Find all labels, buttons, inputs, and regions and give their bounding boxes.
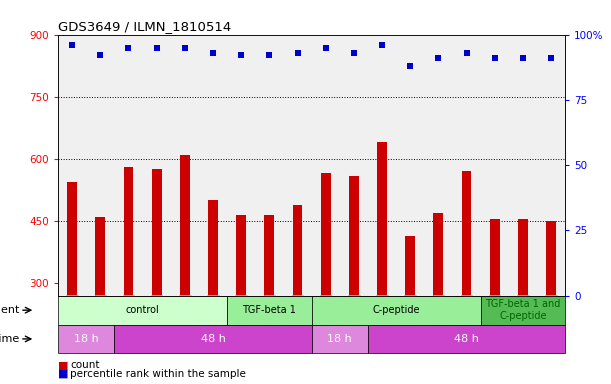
Text: GSM507423: GSM507423 — [406, 296, 415, 346]
Point — [546, 55, 556, 61]
Text: GSM507416: GSM507416 — [208, 296, 218, 346]
Bar — [95, 217, 105, 296]
Point — [462, 50, 472, 56]
Bar — [236, 215, 246, 296]
Text: GSM507426: GSM507426 — [321, 296, 330, 346]
Point — [434, 55, 444, 61]
Bar — [114, 324, 312, 353]
Bar — [58, 324, 114, 353]
Text: GSM507421: GSM507421 — [265, 296, 274, 346]
Text: GDS3649 / ILMN_1810514: GDS3649 / ILMN_1810514 — [58, 20, 232, 33]
Text: GSM507417: GSM507417 — [68, 296, 76, 346]
Point — [349, 50, 359, 56]
Text: 48 h: 48 h — [454, 334, 479, 344]
Point — [321, 45, 331, 51]
Point — [67, 42, 77, 48]
Bar — [368, 324, 565, 353]
Text: 18 h: 18 h — [74, 334, 98, 344]
Text: GSM507424: GSM507424 — [434, 296, 443, 346]
Bar — [546, 221, 556, 296]
Bar — [58, 296, 227, 324]
Bar — [227, 296, 312, 324]
Bar — [208, 200, 218, 296]
Text: 18 h: 18 h — [327, 334, 352, 344]
Bar — [481, 296, 565, 324]
Bar — [321, 174, 331, 296]
Point — [152, 45, 161, 51]
Point — [405, 63, 415, 69]
Text: ■: ■ — [58, 360, 68, 370]
Text: GSM507425: GSM507425 — [462, 296, 471, 346]
Bar — [405, 236, 415, 296]
Bar — [123, 167, 133, 296]
Text: 48 h: 48 h — [200, 334, 225, 344]
Text: TGF-beta 1: TGF-beta 1 — [243, 305, 296, 315]
Point — [180, 45, 189, 51]
Bar — [518, 219, 528, 296]
Point — [490, 55, 500, 61]
Bar — [152, 169, 161, 296]
Text: control: control — [126, 305, 159, 315]
Bar — [312, 296, 481, 324]
Text: GSM507419: GSM507419 — [124, 296, 133, 346]
Point — [377, 42, 387, 48]
Point — [123, 45, 133, 51]
Text: TGF-beta 1 and
C-peptide: TGF-beta 1 and C-peptide — [485, 300, 561, 321]
Bar — [67, 182, 77, 296]
Point — [208, 50, 218, 56]
Bar — [180, 155, 190, 296]
Bar — [433, 213, 444, 296]
Text: GSM507427: GSM507427 — [349, 296, 359, 346]
Text: C-peptide: C-peptide — [372, 305, 420, 315]
Text: GSM507428: GSM507428 — [378, 296, 387, 346]
Text: agent: agent — [0, 305, 20, 315]
Text: time: time — [0, 334, 20, 344]
Text: GSM507414: GSM507414 — [152, 296, 161, 346]
Text: GSM507429: GSM507429 — [490, 296, 499, 346]
Point — [293, 50, 302, 56]
Bar — [377, 142, 387, 296]
Point — [95, 52, 105, 58]
Text: GSM507431: GSM507431 — [547, 296, 555, 346]
Bar — [349, 175, 359, 296]
Text: GSM507430: GSM507430 — [518, 296, 527, 346]
Bar — [490, 219, 500, 296]
Text: GSM507415: GSM507415 — [180, 296, 189, 346]
Point — [518, 55, 528, 61]
Point — [236, 52, 246, 58]
Bar — [462, 171, 472, 296]
Text: GSM507422: GSM507422 — [293, 296, 302, 346]
Bar — [293, 205, 302, 296]
Text: percentile rank within the sample: percentile rank within the sample — [70, 369, 246, 379]
Bar — [265, 215, 274, 296]
Text: GSM507418: GSM507418 — [96, 296, 105, 346]
Bar — [312, 324, 368, 353]
Point — [265, 52, 274, 58]
Text: count: count — [70, 360, 100, 370]
Text: ■: ■ — [58, 369, 68, 379]
Text: GSM507420: GSM507420 — [236, 296, 246, 346]
